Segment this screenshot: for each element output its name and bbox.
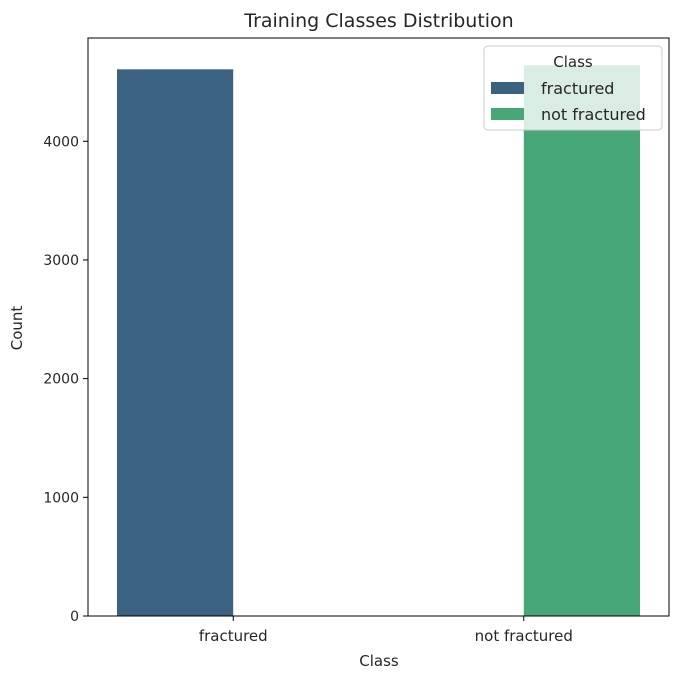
x-tick-label: fractured bbox=[199, 627, 268, 645]
chart-title: Training Classes Distribution bbox=[243, 10, 513, 32]
legend-label-fractured: fractured bbox=[541, 79, 614, 98]
y-tick-label: 1000 bbox=[43, 490, 79, 506]
legend: Class fractured not fractured bbox=[483, 45, 663, 131]
bar-fractured bbox=[117, 69, 234, 617]
legend-label-not-fractured: not fractured bbox=[541, 105, 646, 124]
x-tick-label: not fractured bbox=[475, 627, 573, 645]
plot-frame bbox=[87, 37, 670, 617]
y-tick-label: 2000 bbox=[43, 372, 79, 388]
axes: 0 1000 2000 3000 4000 fractured not fractured bbox=[43, 37, 670, 645]
y-axis-label: Count bbox=[8, 306, 26, 351]
legend-swatch-not-fractured bbox=[491, 108, 524, 120]
y-tick-label: 3000 bbox=[43, 253, 79, 269]
bar-not-fractured bbox=[523, 65, 640, 617]
y-tick-label: 4000 bbox=[43, 134, 79, 150]
legend-box bbox=[483, 45, 663, 131]
legend-title: Class bbox=[553, 53, 593, 71]
y-tick-label: 0 bbox=[70, 609, 79, 625]
x-axis-label: Class bbox=[359, 652, 399, 670]
legend-swatch-fractured bbox=[491, 82, 524, 94]
plot-area bbox=[117, 65, 640, 617]
